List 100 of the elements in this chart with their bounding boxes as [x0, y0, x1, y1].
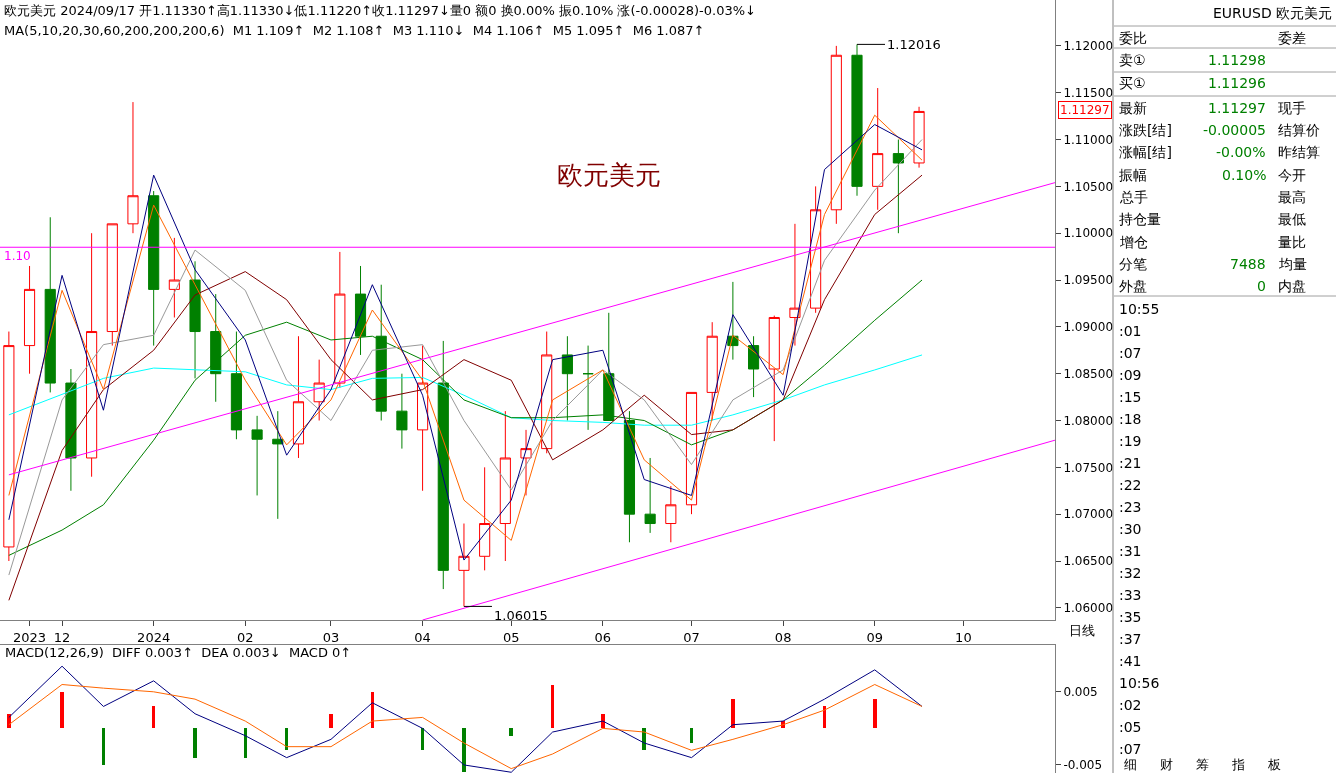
candlestick [892, 139, 904, 234]
bar [873, 699, 877, 728]
x-tick-label: 05 [502, 629, 520, 645]
text: 今开 [1278, 167, 1306, 183]
text: :31 [1119, 543, 1142, 559]
text: :05 [1119, 719, 1142, 735]
candlestick [561, 335, 573, 422]
text: 昨结算 [1278, 144, 1320, 160]
text: 委差 [1278, 30, 1306, 46]
line-series [8, 354, 923, 426]
annotation: 1.06015 [494, 608, 548, 623]
candlestick [830, 45, 842, 225]
text: 涨幅[结] [1119, 144, 1172, 160]
text: :22 [1119, 477, 1142, 493]
text: 0 [1257, 278, 1266, 294]
text: 筹 [1196, 757, 1209, 772]
candlestick [168, 237, 180, 318]
text: 欧元美元 [557, 160, 661, 190]
text: 均量 [1278, 256, 1307, 272]
line-series [8, 665, 923, 773]
candlestick [230, 331, 242, 440]
bar [731, 699, 735, 728]
y-tick-label: 1.08500 [1063, 366, 1114, 381]
ref-line-label: 1.10 [4, 249, 31, 263]
x-tick-label: 06 [594, 629, 612, 645]
text: 1.11296 [1208, 75, 1266, 91]
text: 外盘 [1119, 278, 1147, 294]
y-tick-label: 1.07500 [1063, 460, 1114, 475]
candlestick [148, 190, 160, 347]
candlestick [23, 265, 36, 375]
text: :35 [1119, 609, 1142, 625]
candlestick [872, 87, 884, 211]
candlestick [127, 101, 139, 234]
y-tick-label: 1.11500 [1063, 85, 1114, 100]
text: 振幅 [1119, 167, 1147, 183]
text: -0.00% [1216, 144, 1266, 160]
candlestick [789, 223, 801, 347]
annotation: MA(5,10,20,30,60,200,200,200,6) M1 1.109↑ M2 1.108↑ M3 1.110↓ M4 1.106↑ M5 1.095↑ M6 1.087↑ [4, 23, 705, 38]
text: 总手 [1119, 189, 1148, 205]
text: 量比 [1278, 234, 1306, 250]
candlestick [210, 293, 222, 403]
text: :23 [1119, 499, 1142, 515]
bar [551, 685, 554, 728]
bar [690, 728, 693, 743]
chart-title: MACD(12,26,9) DIFF 0.003↑ DEA 0.003↓ MACD 0↑ [5, 645, 352, 660]
text: 10:56 [1119, 675, 1160, 691]
x-tick-label: 08 [774, 629, 792, 645]
text: :01 [1119, 323, 1142, 339]
candlestick [458, 523, 470, 607]
text: 涨跌[结] [1119, 122, 1172, 138]
bar [421, 728, 424, 750]
text: :07 [1119, 345, 1142, 361]
y-tick-label: 1.09000 [1063, 320, 1114, 335]
candlestick [603, 312, 615, 422]
text: :19 [1119, 433, 1142, 449]
text: 结算价 [1278, 122, 1320, 138]
y-tick-label: 1.06500 [1063, 554, 1114, 569]
annotation: 1.12016 [887, 37, 941, 52]
bar [152, 706, 155, 728]
y-tick-label: 0.005 [1063, 685, 1098, 700]
y-tick-label: 1.10000 [1063, 226, 1114, 241]
y-tick-label: 1.08000 [1063, 413, 1114, 428]
candlestick [851, 43, 863, 197]
text: 分笔 [1119, 256, 1147, 272]
text: 最高 [1278, 189, 1306, 205]
candlestick [106, 223, 118, 347]
y-tick-label: 1.10500 [1063, 179, 1114, 194]
text: :02 [1119, 697, 1142, 713]
candlestick [3, 331, 15, 562]
line-series [8, 684, 923, 770]
text: 0.10% [1222, 167, 1267, 183]
x-tick-label: 10 [955, 629, 972, 645]
text: :21 [1119, 455, 1142, 471]
text: 1.11298 [1208, 52, 1266, 68]
text: 财 [1160, 757, 1173, 772]
x-tick-label: 2023 [13, 629, 47, 645]
y-tick-label: 1.09500 [1063, 273, 1114, 288]
candlestick [768, 315, 780, 442]
text: 指 [1231, 757, 1245, 772]
text: 日线 [1069, 623, 1095, 638]
text: 最新 [1119, 100, 1147, 116]
text: :37 [1119, 631, 1142, 647]
candlestick [375, 284, 387, 422]
candlestick [251, 415, 263, 496]
bar [823, 706, 826, 728]
candlestick [292, 335, 305, 459]
text: 内盘 [1278, 278, 1306, 294]
x-tick-label: 2024 [137, 629, 171, 645]
y-tick-label: -0.005 [1063, 758, 1103, 773]
text: 现手 [1278, 100, 1306, 116]
text: :18 [1119, 411, 1142, 427]
candlestick [499, 410, 511, 562]
bar [102, 728, 105, 765]
candlestick [272, 410, 284, 520]
bar [285, 728, 288, 750]
text: :33 [1119, 587, 1142, 603]
candlestick [665, 485, 677, 543]
bar [462, 728, 466, 772]
y-tick-label: 1.12000 [1063, 39, 1114, 54]
text: 细 [1124, 757, 1137, 772]
